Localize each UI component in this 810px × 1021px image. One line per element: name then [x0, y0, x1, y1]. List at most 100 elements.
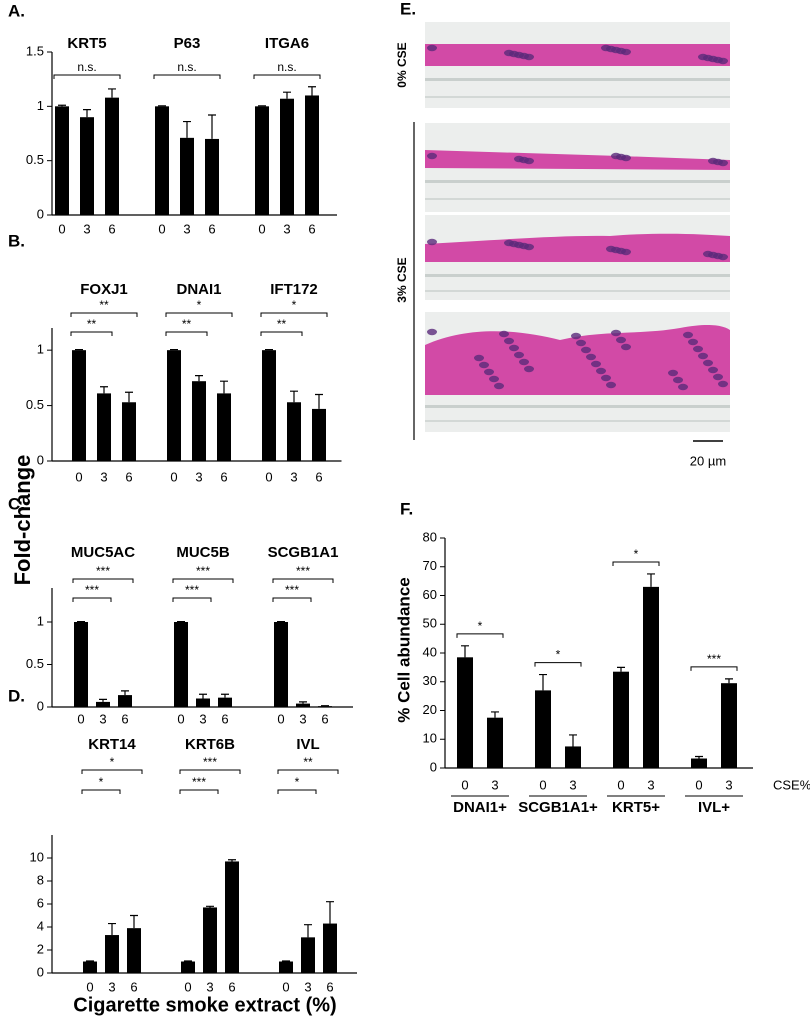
x-tick-label: 6 [228, 979, 235, 994]
x-tick-label: 3 [290, 469, 297, 484]
significance-label: *** [192, 775, 206, 789]
membrane [425, 274, 730, 277]
x-tick-label: 6 [220, 469, 227, 484]
group-label: SCGB1A1+ [518, 799, 598, 816]
nucleus [427, 44, 437, 52]
error-bar [647, 573, 655, 587]
significance-bracket [70, 331, 113, 336]
membrane [425, 78, 730, 81]
panel-label: A. [8, 1, 25, 20]
error-bar [308, 86, 316, 96]
group-label: KRT5 [67, 35, 106, 52]
error-bar [326, 901, 334, 924]
nucleus [616, 336, 626, 344]
x-tick-label: 6 [221, 711, 228, 726]
nucleus [683, 331, 693, 339]
error-bar [539, 673, 547, 691]
nucleus [484, 368, 494, 376]
x-tick-label: 3 [491, 777, 498, 792]
micrographs [425, 22, 730, 432]
nucleus [601, 374, 611, 382]
y-tick-label: 0.5 [26, 397, 44, 412]
error-bar [58, 104, 66, 107]
error-bar [617, 666, 625, 672]
y-tick-label: 20 [423, 702, 437, 717]
significance-label: ** [87, 317, 97, 331]
significance-bracket [165, 331, 208, 336]
y-tick-label: 60 [423, 587, 437, 602]
bar [203, 907, 217, 973]
bar [192, 381, 206, 461]
group-label: DNAI1+ [453, 799, 507, 816]
significance-label: *** [203, 755, 217, 769]
group-label: DNAI1 [176, 281, 221, 298]
bar [72, 350, 86, 461]
significance-bracket [272, 578, 334, 583]
nucleus [606, 381, 616, 389]
group-label: KRT14 [88, 736, 136, 753]
y-tick-label: 1 [37, 613, 44, 628]
bar [105, 97, 119, 215]
y-tick-label: 0 [37, 452, 44, 467]
x-tick-label: 0 [158, 221, 165, 236]
x-tick-label: 0 [77, 711, 84, 726]
bar [279, 961, 293, 973]
x-tick-label: 0 [265, 469, 272, 484]
group-label: MUC5B [176, 544, 230, 561]
x-tick-label: 0 [695, 777, 702, 792]
nucleus [698, 352, 708, 360]
error-bar [99, 698, 107, 702]
bar [174, 622, 188, 707]
nucleus [504, 49, 514, 57]
error-bar [282, 960, 290, 962]
bar [217, 393, 231, 461]
error-bar [491, 711, 499, 718]
membrane [425, 96, 730, 98]
significance-label: * [478, 619, 483, 633]
nucleus [601, 44, 611, 52]
significance-label: *** [707, 652, 721, 666]
significance-label: ** [99, 298, 109, 312]
panel-label: D. [8, 686, 25, 705]
bar [105, 935, 119, 973]
significance-bracket [70, 312, 138, 317]
bar [305, 95, 319, 215]
significance-bracket [260, 312, 328, 317]
panel-label: E. [400, 0, 416, 18]
significance-bracket [72, 578, 134, 583]
nucleus [703, 250, 713, 258]
x-axis-title: CSE% [773, 777, 810, 792]
bar [74, 622, 88, 707]
bar [535, 690, 551, 768]
tissue [425, 150, 730, 170]
y-tick-label: 4 [37, 918, 44, 933]
group-label: KRT5+ [612, 799, 660, 816]
significance-label: ** [303, 755, 313, 769]
nucleus [591, 360, 601, 368]
x-tick-label: 3 [647, 777, 654, 792]
x-tick-label: 3 [195, 469, 202, 484]
group-label: SCGB1A1 [268, 544, 339, 561]
significance-label: ** [277, 317, 287, 331]
membrane [425, 180, 730, 183]
nucleus [606, 245, 616, 253]
significance-label: * [197, 298, 202, 312]
error-bar [265, 349, 273, 351]
y-tick-label: 10 [30, 849, 44, 864]
y-tick-label: 2 [37, 941, 44, 956]
bar [312, 408, 326, 461]
y-tick-label: 0.5 [26, 152, 44, 167]
error-bar [83, 108, 91, 118]
bar [318, 706, 332, 707]
significance-label: * [295, 775, 300, 789]
bar [487, 717, 503, 768]
significance-label: *** [85, 583, 99, 597]
x-tick-label: 0 [75, 469, 82, 484]
error-bar [158, 105, 166, 107]
tissue [425, 324, 730, 395]
x-tick-label: 3 [206, 979, 213, 994]
significance-bracket [179, 769, 241, 774]
significance-bracket [153, 74, 221, 79]
significance-label: *** [96, 564, 110, 578]
